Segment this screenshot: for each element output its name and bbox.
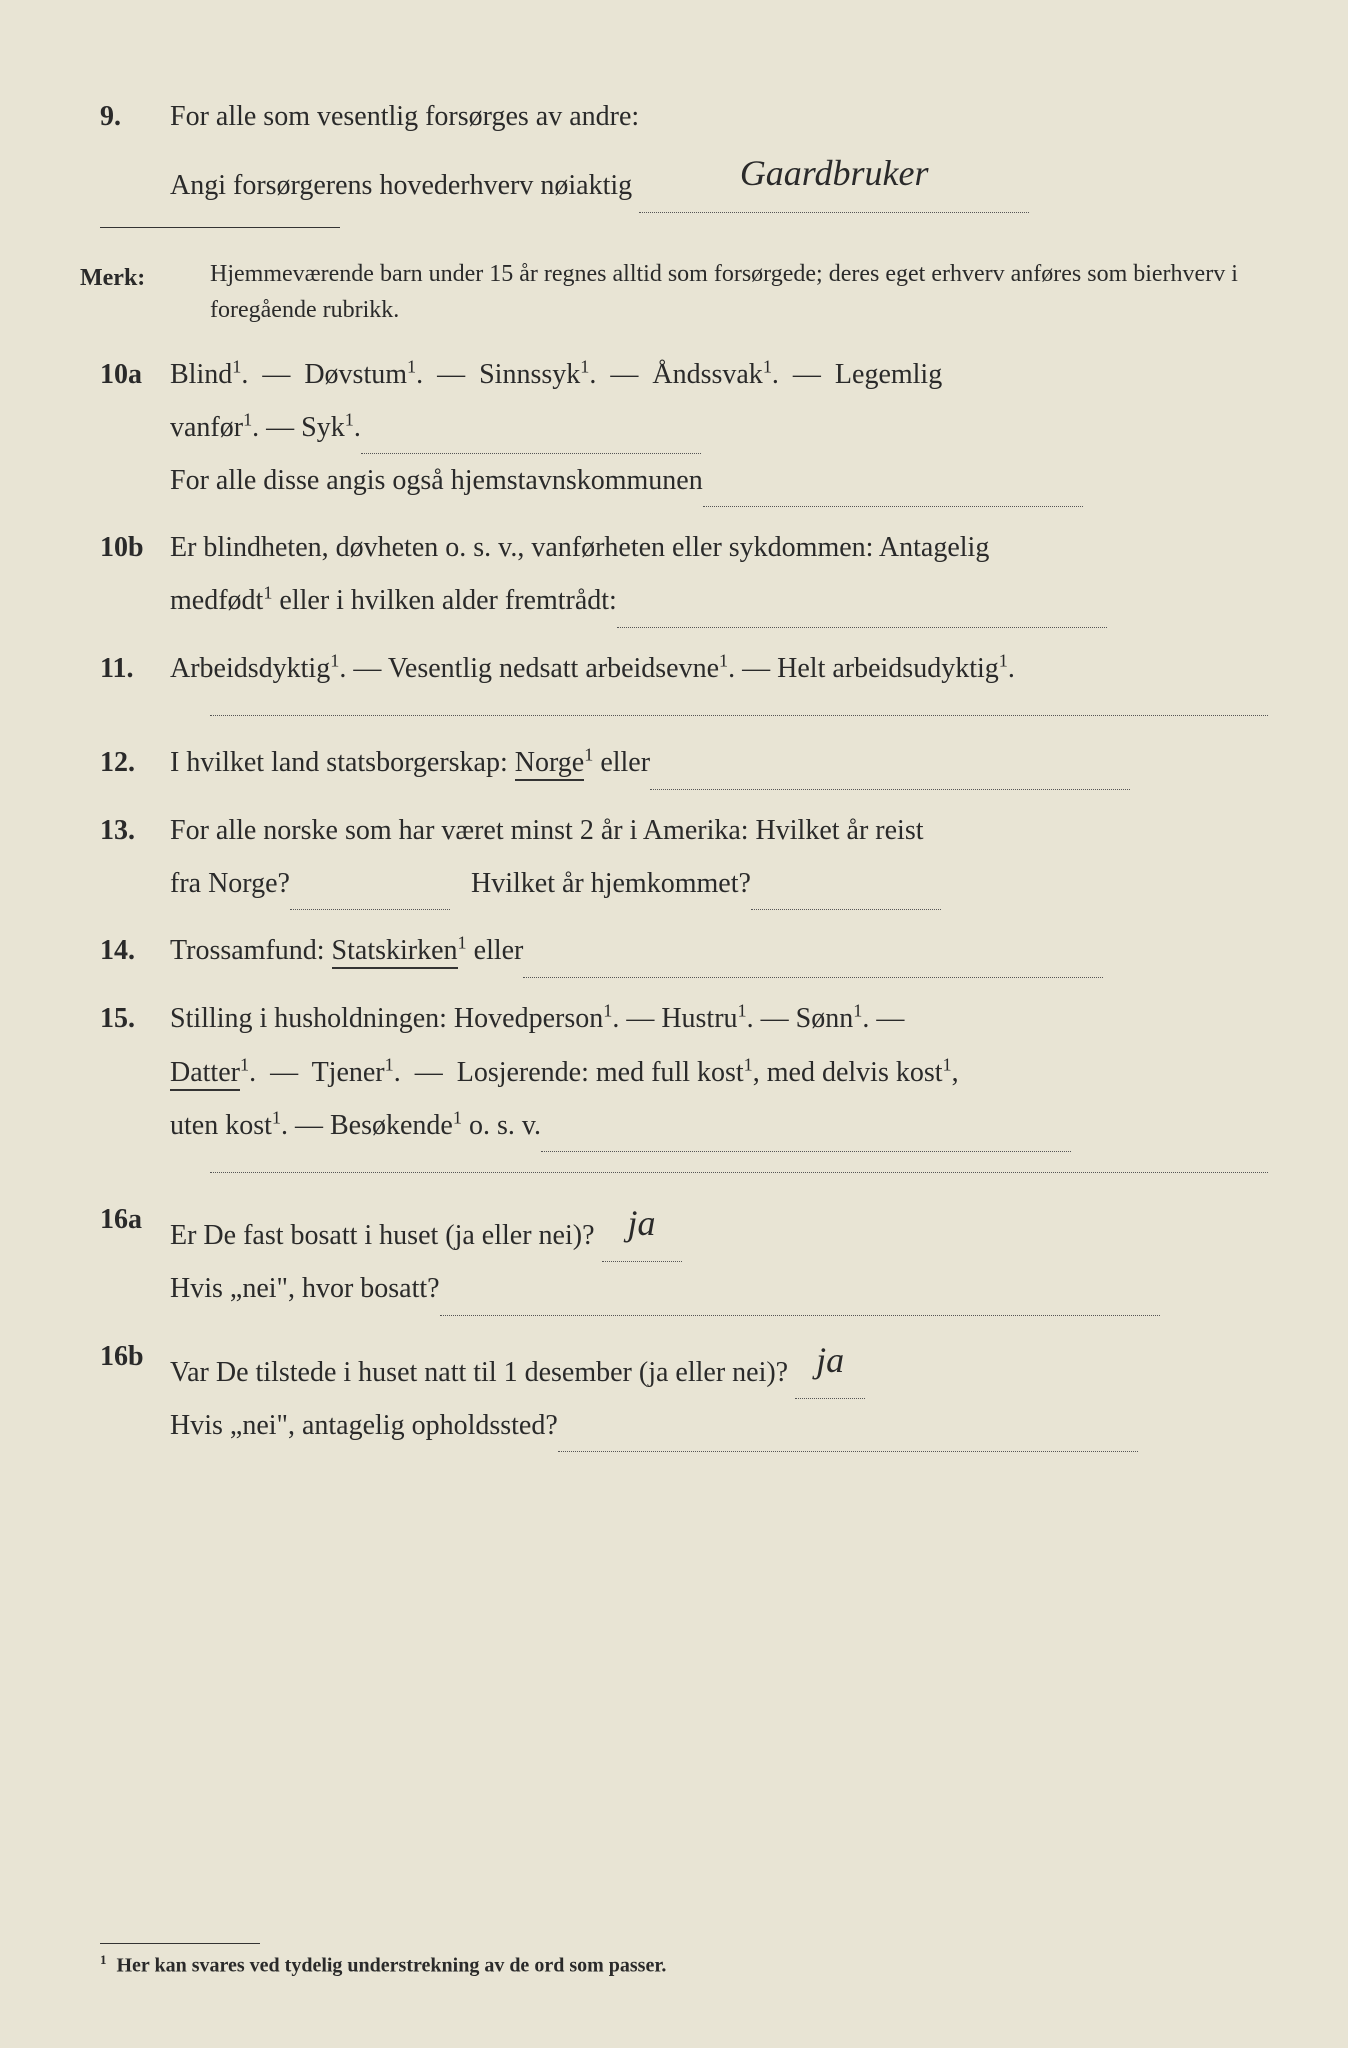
q10a-opt-legemlig: Legemlig xyxy=(835,359,942,390)
q15-opt-hustru: Hustru xyxy=(661,1003,737,1034)
q13-text3: Hvilket år hjemkommet? xyxy=(471,868,751,899)
q16b-answer: ja xyxy=(816,1340,844,1380)
q16b-field2[interactable] xyxy=(558,1451,1138,1452)
q13-number: 13. xyxy=(80,804,170,910)
q10b-field[interactable] xyxy=(617,627,1107,628)
q12-opt-norge: Norge xyxy=(515,747,584,781)
q15-text4: uten kost xyxy=(170,1110,272,1141)
footnote-rule xyxy=(100,1943,260,1944)
q16a-number: 16a xyxy=(80,1193,170,1316)
q15-opt-besokende: Besøkende xyxy=(330,1110,453,1141)
q10a-opt-blind: Blind xyxy=(170,359,232,390)
q15-text2: Losjerende: med full kost xyxy=(457,1057,744,1088)
q15-text5: o. s. v. xyxy=(462,1110,541,1141)
q10a-opt-sinnssyk: Sinnssyk xyxy=(479,359,580,390)
q15-text1: Stilling i husholdningen: xyxy=(170,1003,454,1034)
question-9: 9. For alle som vesentlig forsørges av a… xyxy=(80,90,1268,213)
q10a-kommune-field[interactable] xyxy=(703,506,1083,507)
q15-opt-datter: Datter xyxy=(170,1057,240,1091)
q15-opt-tjener: Tjener xyxy=(312,1057,385,1088)
question-16a: 16a Er De fast bosatt i huset (ja eller … xyxy=(80,1193,1268,1316)
q16b-text1: Var De tilstede i huset natt til 1 desem… xyxy=(170,1357,788,1388)
question-11: 11. Arbeidsdyktig1. — Vesentlig nedsatt … xyxy=(80,642,1268,695)
q11-opt1: Arbeidsdyktig xyxy=(170,653,330,684)
q15-text3: , med delvis kost xyxy=(753,1057,943,1088)
q16b-number: 16b xyxy=(80,1330,170,1453)
q12-field[interactable] xyxy=(650,789,1130,790)
q14-text1: Trossamfund: xyxy=(170,935,332,966)
question-10b: 10b Er blindheten, døvheten o. s. v., va… xyxy=(80,521,1268,627)
question-10a: 10a Blind1. — Døvstum1. — Sinnssyk1. — Å… xyxy=(80,348,1268,508)
q10a-number: 10a xyxy=(80,348,170,508)
question-13: 13. For alle norske som har været minst … xyxy=(80,804,1268,910)
q16a-text1: Er De fast bosatt i huset (ja eller nei)… xyxy=(170,1220,595,1251)
q11-opt3: Helt arbeidsudyktig xyxy=(777,653,999,684)
form-content: 9. For alle som vesentlig forsørges av a… xyxy=(80,90,1268,1452)
q13-text2: fra Norge? xyxy=(170,868,290,899)
footnote-marker: 1 xyxy=(100,1952,107,1967)
q16a-field2[interactable] xyxy=(440,1315,1160,1316)
q9-answer-field[interactable]: Gaardbruker xyxy=(639,143,1029,212)
q13-field1[interactable] xyxy=(290,909,450,910)
q9-answer: Gaardbruker xyxy=(740,153,929,193)
q13-text1: For alle norske som har været minst 2 år… xyxy=(170,815,924,846)
q12-text1: I hvilket land statsborgerskap: xyxy=(170,747,515,778)
question-16b: 16b Var De tilstede i huset natt til 1 d… xyxy=(80,1330,1268,1453)
question-12: 12. I hvilket land statsborgerskap: Norg… xyxy=(80,736,1268,790)
q14-number: 14. xyxy=(80,924,170,978)
q10b-text3: eller i hvilken alder fremtrådt: xyxy=(272,585,616,616)
q10a-syk-field[interactable] xyxy=(361,453,701,454)
q10a-line3: For alle disse angis også hjemstavnskomm… xyxy=(170,465,703,496)
q16b-answer-field[interactable]: ja xyxy=(795,1330,865,1399)
dotted-divider xyxy=(210,715,1268,716)
q12-text2: eller xyxy=(593,747,650,778)
q14-text2: eller xyxy=(467,935,524,966)
q10b-text2: medfødt xyxy=(170,585,263,616)
q10a-opt-dovstum: Døvstum xyxy=(304,359,407,390)
q10b-number: 10b xyxy=(80,521,170,627)
question-15: 15. Stilling i husholdningen: Hovedperso… xyxy=(80,992,1268,1152)
q16a-text2: Hvis „nei", hvor bosatt? xyxy=(170,1273,440,1304)
q11-opt2: Vesentlig nedsatt arbeidsevne xyxy=(388,653,719,684)
q10a-opt-andssvak: Åndssvak xyxy=(652,359,762,390)
q16b-text2: Hvis „nei", antagelig opholdssted? xyxy=(170,1410,558,1441)
q9-line1: For alle som vesentlig forsørges av andr… xyxy=(170,101,639,132)
q9-number: 9. xyxy=(80,90,170,213)
q14-field[interactable] xyxy=(523,977,1103,978)
q16a-answer-field[interactable]: ja xyxy=(602,1193,682,1262)
q15-opt-hovedperson: Hovedperson xyxy=(454,1003,603,1034)
q15-number: 15. xyxy=(80,992,170,1152)
merk-text: Hjemmeværende barn under 15 år regnes al… xyxy=(210,256,1268,328)
q9-line2: Angi forsørgerens hovederhverv nøiaktig xyxy=(170,170,632,201)
merk-note: Merk: Hjemmeværende barn under 15 år reg… xyxy=(80,256,1268,328)
dotted-divider-2 xyxy=(210,1172,1268,1173)
footnote-text: Her kan svares ved tydelig understreknin… xyxy=(117,1955,667,1977)
merk-label: Merk: xyxy=(80,256,210,328)
q12-number: 12. xyxy=(80,736,170,790)
q15-opt-sonn: Sønn xyxy=(796,1003,854,1034)
q10a-opt-vanfor: vanfør xyxy=(170,412,243,443)
q11-number: 11. xyxy=(80,642,170,695)
q10a-opt-syk: Syk xyxy=(301,412,345,443)
question-14: 14. Trossamfund: Statskirken1 eller xyxy=(80,924,1268,978)
footnote: 1 Her kan svares ved tydelig understrekn… xyxy=(100,1943,666,1978)
q13-field2[interactable] xyxy=(751,909,941,910)
q10b-text1: Er blindheten, døvheten o. s. v., vanfør… xyxy=(170,532,989,563)
q14-opt-statskirken: Statskirken xyxy=(332,935,458,969)
q16a-answer: ja xyxy=(627,1203,655,1243)
divider xyxy=(100,227,340,228)
q15-field[interactable] xyxy=(541,1151,1071,1152)
